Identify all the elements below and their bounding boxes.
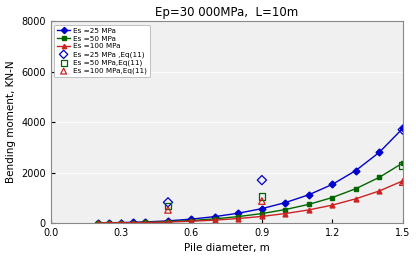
Es =50 MPa xyxy=(189,219,194,222)
Es =100 MPa xyxy=(260,215,265,218)
Es =100 MPa xyxy=(377,189,382,192)
Es =50 MPa xyxy=(130,221,135,224)
Line: Es =100 MPa: Es =100 MPa xyxy=(95,178,405,225)
Es =50 MPa xyxy=(377,176,382,179)
Es =50 MPa xyxy=(306,203,311,206)
Line: Es =50 MPa: Es =50 MPa xyxy=(95,161,405,225)
Es =100 MPa xyxy=(166,220,171,224)
Es =25 MPa xyxy=(377,151,382,154)
Es =50 MPa xyxy=(95,221,100,225)
Line: Es =25 MPa: Es =25 MPa xyxy=(95,126,405,225)
Title: Ep=30 000MPa,  L=10m: Ep=30 000MPa, L=10m xyxy=(155,5,298,19)
Es =50 MPa xyxy=(213,217,218,220)
Es =25 MPa xyxy=(119,221,124,224)
Es =100 MPa xyxy=(283,212,288,215)
Es =25 MPa xyxy=(400,127,405,130)
Es =25 MPa xyxy=(213,215,218,218)
Es =25 MPa xyxy=(130,221,135,224)
Es =100 MPa xyxy=(107,221,112,225)
Es =50 MPa,Eq(11) xyxy=(259,195,265,199)
Es =50 MPa xyxy=(142,221,147,224)
Es =100 MPa xyxy=(213,219,218,222)
Es =50 MPa xyxy=(260,212,265,215)
Es =25 MPa ,Eq(11) xyxy=(259,178,265,182)
Es =100 MPa xyxy=(119,221,124,224)
Es =25 MPa xyxy=(353,169,358,172)
Es =50 MPa xyxy=(283,208,288,211)
Es =100 MPa xyxy=(130,221,135,224)
Es =25 MPa xyxy=(107,221,112,224)
Es =100 MPa xyxy=(353,197,358,200)
Es =100 MPa xyxy=(400,179,405,182)
Es =50 MPa xyxy=(400,161,405,164)
X-axis label: Pile diameter, m: Pile diameter, m xyxy=(184,243,270,254)
Es =50 MPa xyxy=(166,220,171,223)
Es =100 MPa xyxy=(142,221,147,224)
Es =25 MPa xyxy=(166,219,171,222)
Es =100 MPa xyxy=(330,204,335,207)
Es =25 MPa xyxy=(189,218,194,221)
Es =25 MPa xyxy=(236,212,241,215)
Es =25 MPa xyxy=(306,193,311,196)
Y-axis label: Bending moment, KN-N: Bending moment, KN-N xyxy=(5,61,15,183)
Es =25 MPa xyxy=(142,220,147,224)
Es =100 MPa xyxy=(236,217,241,220)
Es =50 MPa xyxy=(236,215,241,218)
Es =100 MPa xyxy=(306,208,311,211)
Es =50 MPa,Eq(11) xyxy=(399,163,406,168)
Es =50 MPa xyxy=(119,221,124,224)
Legend: Es =25 MPa, Es =50 MPa, Es =100 MPa, Es =25 MPa ,Eq(11), Es =50 MPa,Eq(11), Es =: Es =25 MPa, Es =50 MPa, Es =100 MPa, Es … xyxy=(54,25,150,77)
Es =50 MPa xyxy=(330,196,335,199)
Es =50 MPa xyxy=(107,221,112,224)
Es =50 MPa xyxy=(353,187,358,190)
Es =25 MPa ,Eq(11) xyxy=(165,200,171,204)
Es =100 MPa,Eq(11) xyxy=(399,180,406,184)
Es =25 MPa xyxy=(95,221,100,224)
Es =50 MPa,Eq(11) xyxy=(165,204,171,208)
Es =100 MPa,Eq(11) xyxy=(165,208,171,212)
Es =100 MPa,Eq(11) xyxy=(259,199,265,203)
Es =100 MPa xyxy=(189,220,194,223)
Es =25 MPa xyxy=(330,183,335,186)
Es =25 MPa xyxy=(283,201,288,204)
Es =100 MPa xyxy=(95,221,100,225)
Es =25 MPa ,Eq(11) xyxy=(399,128,406,132)
Es =25 MPa xyxy=(260,207,265,210)
